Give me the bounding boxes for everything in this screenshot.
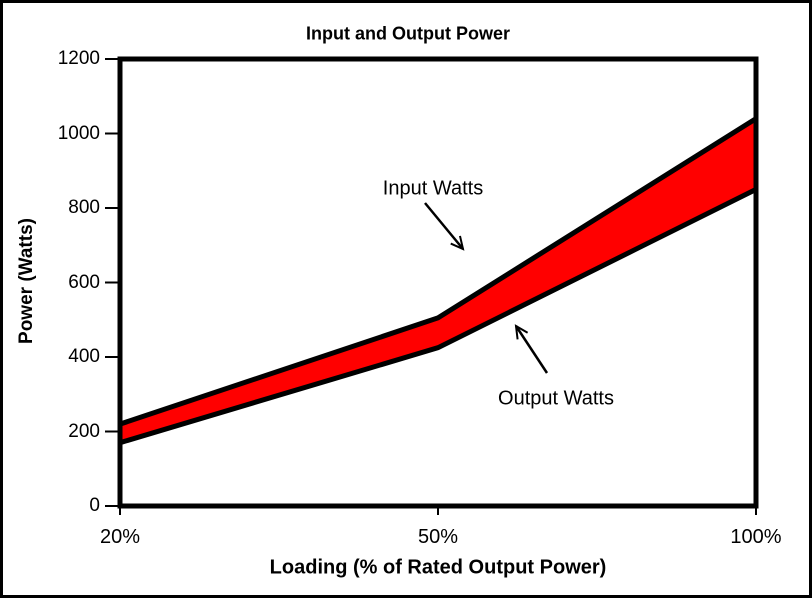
chart-canvas bbox=[105, 56, 759, 515]
x-axis-title: Loading (% of Rated Output Power) bbox=[269, 556, 607, 579]
y-tick-label: 1200 bbox=[57, 48, 100, 69]
input-watts-line bbox=[119, 116, 758, 427]
annotation-output-watts: Output Watts bbox=[498, 387, 614, 410]
y-tick-label: 1000 bbox=[57, 122, 100, 144]
power-band-area bbox=[120, 118, 756, 443]
y-tick-label: 200 bbox=[68, 420, 100, 442]
plot-border bbox=[117, 56, 759, 509]
x-tick-label: 100% bbox=[730, 526, 782, 548]
x-tick-label: 20% bbox=[99, 526, 141, 548]
y-tick-label: 800 bbox=[68, 197, 100, 218]
output-watts-line bbox=[119, 187, 758, 446]
y-tick-label: 0 bbox=[89, 495, 100, 516]
x-tick-label: 50% bbox=[417, 526, 459, 548]
chart-title: Input and Output Power bbox=[306, 23, 510, 44]
output-annotation-arrow bbox=[514, 324, 549, 374]
y-tick-label: 400 bbox=[68, 346, 100, 367]
annotation-input-watts: Input Watts bbox=[382, 177, 484, 200]
y-tick-label: 600 bbox=[68, 271, 100, 293]
input-annotation-arrow bbox=[424, 202, 465, 251]
